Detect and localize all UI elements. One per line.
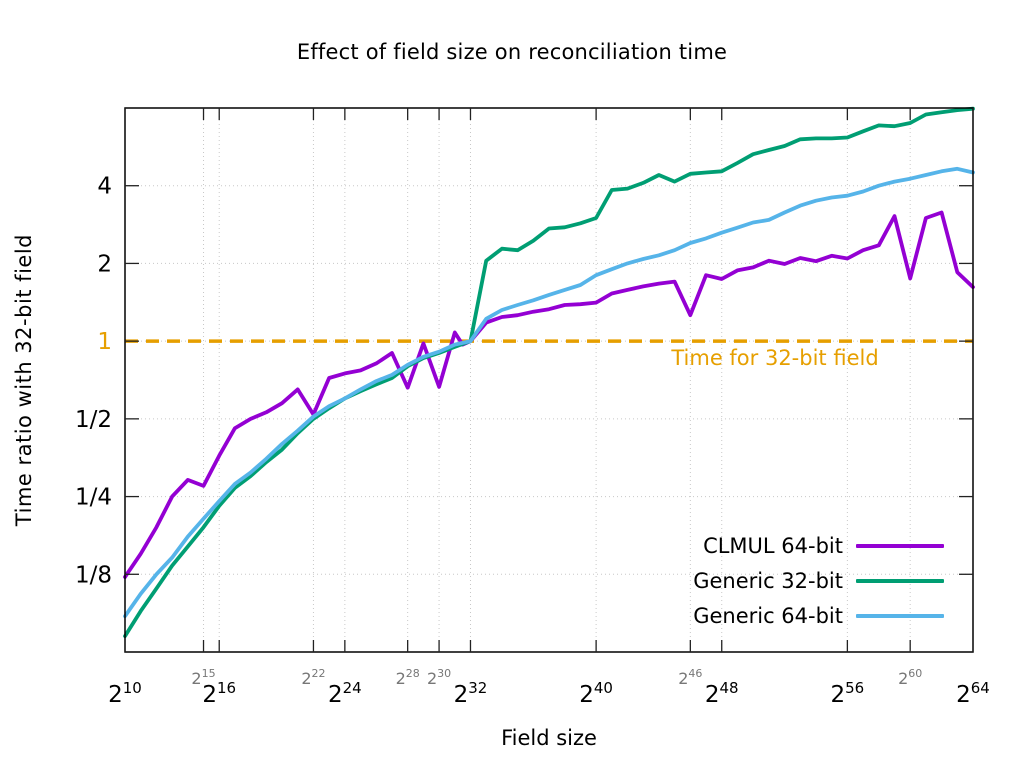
svg-text:4: 4 <box>97 174 112 200</box>
legend-item: Generic 64-bit <box>693 598 944 633</box>
svg-text:1/4: 1/4 <box>75 485 112 511</box>
svg-text:2: 2 <box>97 251 112 277</box>
svg-text:248: 248 <box>705 679 739 708</box>
svg-text:232: 232 <box>454 679 488 708</box>
svg-text:1: 1 <box>97 329 112 355</box>
legend-label-clmul-64bit: CLMUL 64-bit <box>703 533 843 558</box>
svg-text:215: 215 <box>191 667 215 688</box>
svg-text:228: 228 <box>396 667 420 688</box>
legend-line-sample-blue <box>856 613 944 618</box>
svg-text:216: 216 <box>202 679 236 708</box>
legend-label-generic-32bit: Generic 32-bit <box>693 568 843 593</box>
svg-text:260: 260 <box>898 667 922 688</box>
chart-title: Effect of field size on reconciliation t… <box>296 40 728 64</box>
x-axis-title: Field size <box>501 726 597 750</box>
svg-text:224: 224 <box>328 679 362 708</box>
svg-text:1/2: 1/2 <box>75 407 112 433</box>
reference-line-label: Time for 32-bit field <box>671 346 879 370</box>
legend: CLMUL 64-bit Generic 32-bit Generic 64-b… <box>693 528 944 633</box>
svg-text:210: 210 <box>108 679 142 708</box>
svg-text:246: 246 <box>678 667 702 688</box>
svg-text:222: 222 <box>301 667 325 688</box>
legend-line-sample-purple <box>856 543 944 548</box>
svg-text:264: 264 <box>956 679 990 708</box>
legend-item: Generic 32-bit <box>693 563 944 598</box>
svg-text:1/8: 1/8 <box>75 562 112 588</box>
svg-text:230: 230 <box>427 667 451 688</box>
legend-item: CLMUL 64-bit <box>693 528 944 563</box>
legend-label-generic-64bit: Generic 64-bit <box>693 603 843 628</box>
legend-line-sample-green <box>856 578 944 583</box>
svg-text:240: 240 <box>579 679 613 708</box>
svg-text:256: 256 <box>831 679 865 708</box>
